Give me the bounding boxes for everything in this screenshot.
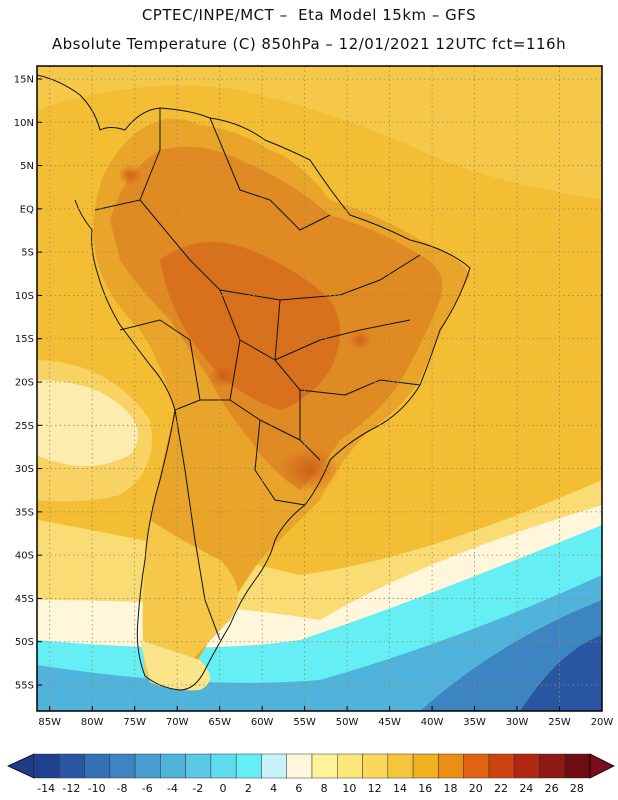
- lat-tick-label: 50S: [15, 637, 34, 648]
- colorbar-swatch: [337, 753, 363, 779]
- colorbar-swatch: [84, 753, 111, 779]
- colorbar-swatch: [210, 753, 237, 779]
- lat-tick-label: 55S: [15, 681, 34, 692]
- colorbar-label: 4: [270, 782, 277, 795]
- colorbar-swatch: [412, 753, 439, 779]
- colorbar-label: 16: [418, 782, 432, 795]
- map-title: CPTEC/INPE/MCT – Eta Model 15km – GFS: [141, 6, 477, 24]
- colorbar-swatch: [539, 753, 565, 779]
- colorbar-label: 10: [342, 782, 356, 795]
- colorbar-label: -8: [116, 782, 127, 795]
- colorbar-swatch: [261, 753, 287, 779]
- lon-tick-label: 60W: [251, 717, 274, 728]
- colorbar-label: 2: [245, 782, 252, 795]
- lat-tick-label: 10N: [14, 118, 34, 129]
- colorbar-low-arrow: [7, 753, 35, 779]
- colorbar-label: 28: [570, 782, 584, 795]
- colorbar-label: 26: [545, 782, 559, 795]
- colorbar-swatch: [235, 753, 262, 779]
- colorbar-swatch: [134, 753, 161, 779]
- lon-tick-label: 85W: [38, 717, 61, 728]
- colorbar-label: -6: [142, 782, 153, 795]
- colorbar-swatch: [438, 753, 464, 779]
- colorbar-swatch: [513, 753, 540, 779]
- lon-tick-label: 30W: [506, 717, 529, 728]
- coastline: [37, 74, 471, 691]
- lon-tick-label: 65W: [208, 717, 231, 728]
- colorbar-label: 18: [444, 782, 458, 795]
- lon-tick-label: 50W: [336, 717, 359, 728]
- lon-tick-label: 80W: [81, 717, 104, 728]
- colorbar-swatch: [160, 753, 186, 779]
- longitude-axis: 85W 80W 75W 70W 65W 60W 55W 50W 45W 40W 35W 30W 25W 2…: [38, 706, 613, 728]
- lat-tick-label: 40S: [15, 551, 34, 562]
- lon-tick-label: 70W: [166, 717, 189, 728]
- lat-tick-label: EQ: [20, 204, 34, 215]
- colorbar-swatch: [286, 753, 313, 779]
- colorbar-label: 0: [220, 782, 227, 795]
- map-field: [37, 66, 602, 711]
- colorbar-swatch: [463, 753, 490, 779]
- lat-tick-label: 20S: [15, 378, 34, 389]
- lat-tick-label: 45S: [15, 594, 34, 605]
- map-frame: [36, 65, 603, 712]
- colorbar-label: -2: [192, 782, 203, 795]
- map-subtitle: Absolute Temperature (C) 850hPa – 12/01/…: [51, 35, 567, 53]
- colorbar-label: 14: [393, 782, 407, 795]
- lat-tick-label: 35S: [15, 507, 34, 518]
- colorbar-label: -10: [88, 782, 106, 795]
- lat-tick-label: 25S: [15, 421, 34, 432]
- colorbar-swatch: [109, 753, 136, 779]
- lon-tick-label: 45W: [378, 717, 401, 728]
- colorbar-swatch: [311, 753, 338, 779]
- lon-tick-label: 55W: [293, 717, 316, 728]
- colorbar-swatch: [362, 753, 389, 779]
- colorbar-label: -14: [37, 782, 55, 795]
- lat-tick-label: 15S: [15, 334, 34, 345]
- colorbar-label: 24: [519, 782, 533, 795]
- lon-tick-label: 25W: [548, 717, 571, 728]
- colorbar-swatch: [185, 753, 212, 779]
- colorbar-high-arrow: [589, 753, 615, 779]
- colorbar-label: 22: [494, 782, 508, 795]
- colorbar-swatch: [387, 753, 414, 779]
- colorbar-label: 12: [368, 782, 382, 795]
- lat-tick-label: 10S: [15, 291, 34, 302]
- lat-tick-label: 5N: [20, 161, 34, 172]
- lon-tick-label: 20W: [591, 717, 614, 728]
- colorbar-swatch: [33, 753, 60, 779]
- lat-tick-label: 5S: [21, 248, 34, 259]
- colorbar-label: 20: [469, 782, 483, 795]
- colorbar-label: 8: [321, 782, 328, 795]
- lon-tick-label: 40W: [421, 717, 444, 728]
- colorbar-swatch: [59, 753, 85, 779]
- lat-tick-label: 30S: [15, 464, 34, 475]
- lon-tick-label: 75W: [123, 717, 146, 728]
- colorbar-label: 6: [295, 782, 302, 795]
- colorbar: -14 -12 -10 -8 -6 -4 -2 0 2 4 6 8 10 12 14 16 18 20 22 24 26…: [7, 753, 615, 795]
- latitude-axis: 15N 10N 5N EQ 5S 10S 15S 20S 25S 30S 35S 40S 45S 50S 5…: [14, 74, 42, 692]
- lon-tick-label: 35W: [463, 717, 486, 728]
- lat-tick-label: 15N: [14, 74, 34, 85]
- colorbar-label: -12: [62, 782, 80, 795]
- colorbar-label: -4: [167, 782, 178, 795]
- colorbar-swatch: [488, 753, 515, 779]
- colorbar-swatch: [564, 753, 591, 779]
